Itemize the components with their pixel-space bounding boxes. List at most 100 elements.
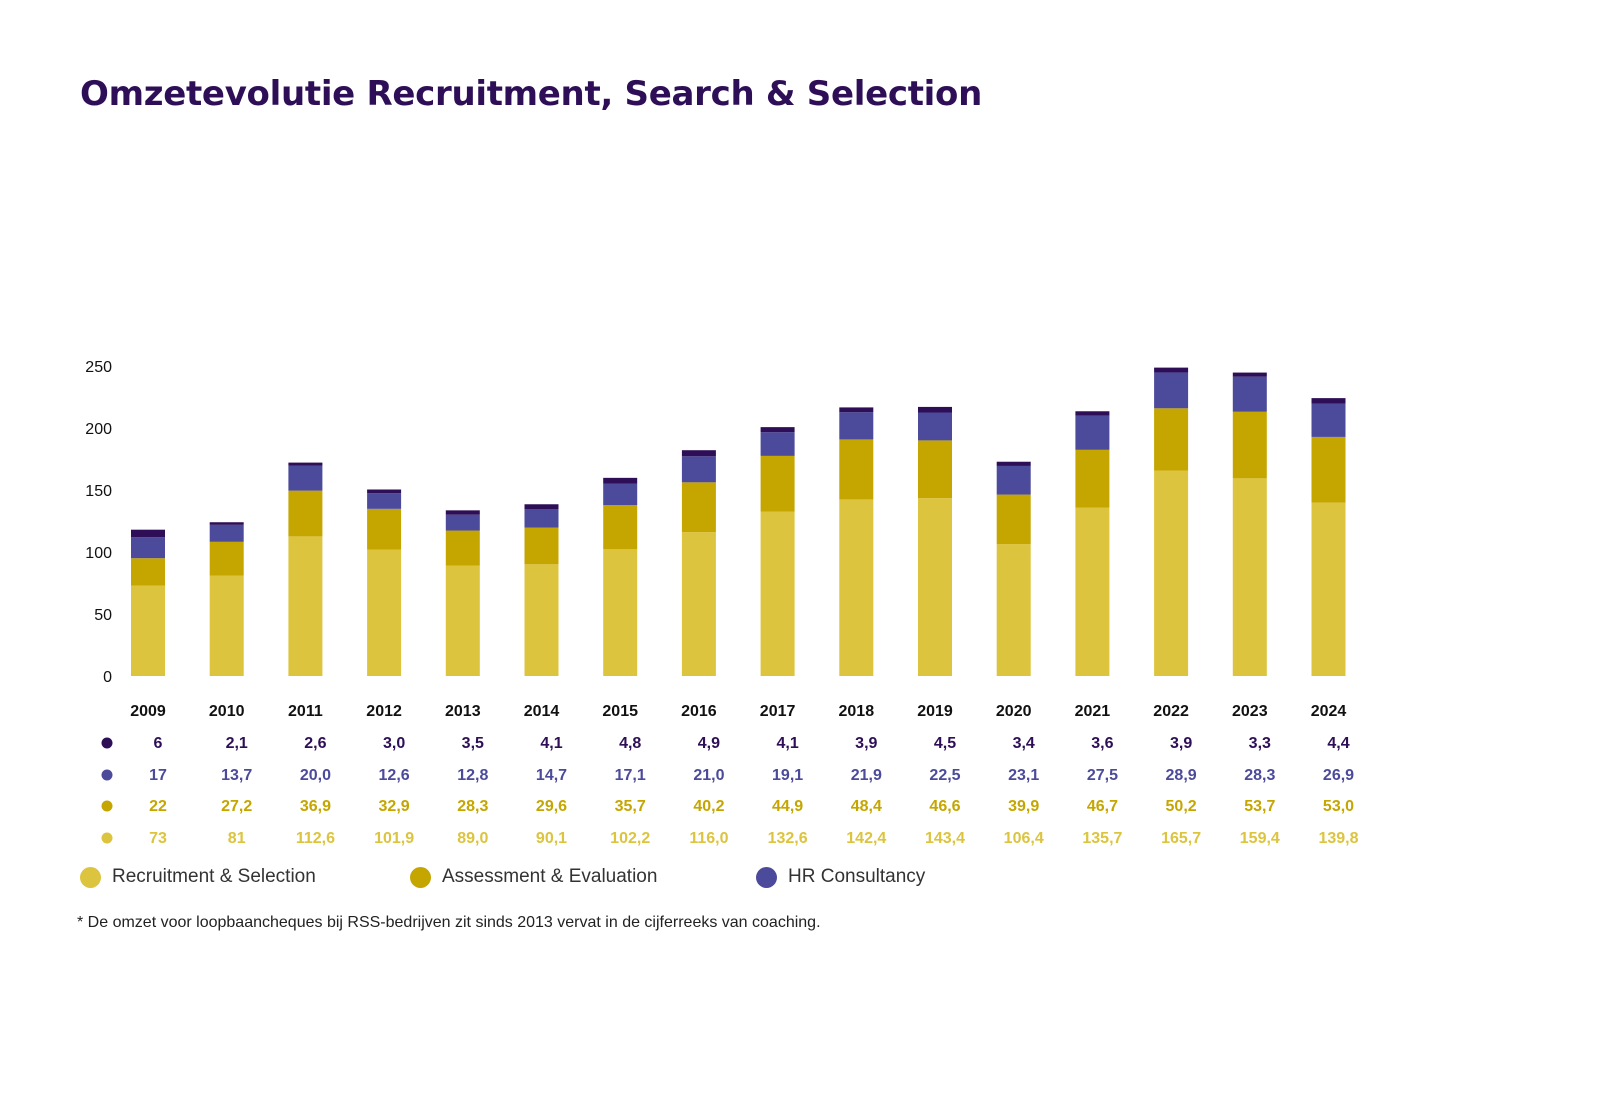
bar-segment bbox=[288, 536, 323, 676]
chart-title: Omzetevolutie Recruitment, Search & Sele… bbox=[80, 74, 982, 114]
x-tick-label: 2012 bbox=[366, 703, 402, 720]
data-label: 14,7 bbox=[536, 767, 567, 784]
x-tick-label: 2017 bbox=[760, 703, 796, 720]
bar-segment bbox=[1232, 372, 1267, 377]
data-label: 3,5 bbox=[462, 735, 484, 752]
bar-segment bbox=[996, 465, 1031, 495]
data-label: 19,1 bbox=[772, 767, 803, 784]
x-tick-label: 2009 bbox=[130, 703, 166, 720]
bar-segment bbox=[996, 461, 1031, 466]
bar-segment bbox=[445, 510, 480, 515]
bar-segment bbox=[839, 439, 874, 500]
data-label: 4,4 bbox=[1327, 735, 1349, 752]
data-label: 165,7 bbox=[1161, 830, 1201, 847]
bar-segment bbox=[209, 524, 244, 542]
data-label: 4,9 bbox=[698, 735, 720, 752]
data-label: 116,0 bbox=[689, 830, 728, 847]
footnote: * De omzet voor loopbaancheques bij RSS-… bbox=[77, 914, 821, 931]
bar-segment bbox=[918, 412, 952, 441]
x-tick-label: 2016 bbox=[681, 703, 717, 720]
data-label: 21,0 bbox=[693, 767, 724, 784]
data-label: 106,4 bbox=[1004, 830, 1044, 847]
data-label: 44,9 bbox=[772, 798, 803, 815]
data-label: 46,7 bbox=[1087, 798, 1118, 815]
data-label: 50,2 bbox=[1166, 798, 1197, 815]
data-label: 4,5 bbox=[934, 735, 956, 752]
bar-segment bbox=[288, 465, 323, 491]
data-label: 48,4 bbox=[851, 798, 882, 815]
bar-segment bbox=[209, 541, 244, 576]
data-label: 2,1 bbox=[226, 735, 248, 752]
bar-segment bbox=[918, 440, 952, 499]
legend: Recruitment & Selection Assessment & Eva… bbox=[80, 866, 1080, 896]
data-label: 12,6 bbox=[379, 767, 410, 784]
data-label: 28,9 bbox=[1166, 767, 1197, 784]
bar-segment bbox=[288, 490, 323, 537]
bar-segment bbox=[367, 493, 402, 509]
data-label: 3,9 bbox=[855, 735, 877, 752]
table-row-marker bbox=[101, 800, 113, 812]
bar-segment bbox=[524, 564, 559, 676]
data-label: 53,0 bbox=[1323, 798, 1354, 815]
data-label: 90,1 bbox=[536, 830, 567, 847]
data-label: 22,5 bbox=[929, 767, 960, 784]
data-label: 26,9 bbox=[1323, 767, 1354, 784]
bar-segment bbox=[1311, 403, 1346, 437]
x-tick-label: 2020 bbox=[996, 703, 1032, 720]
data-label: 3,4 bbox=[1013, 735, 1035, 752]
data-label: 13,7 bbox=[221, 767, 252, 784]
y-tick-label: 0 bbox=[103, 669, 112, 686]
bar-segment bbox=[996, 544, 1031, 676]
bar-segment bbox=[681, 450, 716, 457]
legend-item-recruitment: Recruitment & Selection bbox=[80, 866, 316, 888]
x-tick-label: 2010 bbox=[209, 703, 245, 720]
y-tick-label: 100 bbox=[85, 545, 112, 562]
bar-segment bbox=[367, 489, 402, 494]
bar-segment bbox=[367, 549, 402, 676]
legend-dot bbox=[410, 866, 431, 888]
data-label: 101,9 bbox=[374, 830, 414, 847]
bar-segment bbox=[760, 455, 795, 512]
bar-segment bbox=[1232, 478, 1267, 676]
bar-segment bbox=[681, 532, 716, 676]
bar-segment bbox=[918, 406, 952, 413]
bar-segment bbox=[131, 529, 165, 538]
data-label: 17,1 bbox=[615, 767, 646, 784]
data-label: 40,2 bbox=[693, 798, 724, 815]
data-label: 17 bbox=[149, 767, 167, 784]
data-label: 4,8 bbox=[619, 735, 641, 752]
legend-dot bbox=[756, 866, 777, 888]
y-tick-label: 200 bbox=[85, 421, 112, 438]
bar-segment bbox=[760, 511, 795, 676]
data-label: 3,6 bbox=[1091, 735, 1113, 752]
data-label: 142,4 bbox=[846, 830, 886, 847]
bar-segment bbox=[1075, 449, 1110, 508]
bar-segment bbox=[996, 494, 1031, 545]
bar-segment bbox=[681, 482, 716, 533]
legend-label: HR Consultancy bbox=[788, 866, 926, 887]
data-label: 27,2 bbox=[221, 798, 252, 815]
bar-segment bbox=[1075, 415, 1110, 450]
legend-label: Assessment & Evaluation bbox=[442, 866, 658, 887]
bar-segment bbox=[131, 585, 165, 676]
data-label: 2,6 bbox=[304, 735, 326, 752]
table-row-marker bbox=[101, 832, 113, 844]
data-label: 23,1 bbox=[1008, 767, 1039, 784]
bar-segment bbox=[524, 509, 559, 528]
table-row-marker bbox=[101, 769, 113, 781]
bar-segment bbox=[603, 505, 638, 550]
legend-item-hr-consultancy: HR Consultancy bbox=[756, 866, 925, 888]
data-label: 89,0 bbox=[457, 830, 488, 847]
data-label: 22 bbox=[149, 798, 167, 815]
bar-segment bbox=[603, 483, 638, 506]
bar-segment bbox=[209, 522, 244, 525]
data-label: 73 bbox=[149, 830, 167, 847]
x-tick-label: 2015 bbox=[602, 703, 638, 720]
bar-segment bbox=[367, 508, 402, 550]
legend-label: Recruitment & Selection bbox=[112, 866, 316, 887]
legend-item-assessment: Assessment & Evaluation bbox=[410, 866, 657, 888]
bar-segment bbox=[839, 407, 874, 413]
bar-segment bbox=[445, 530, 480, 566]
data-label: 28,3 bbox=[1244, 767, 1275, 784]
data-label: 32,9 bbox=[379, 798, 410, 815]
